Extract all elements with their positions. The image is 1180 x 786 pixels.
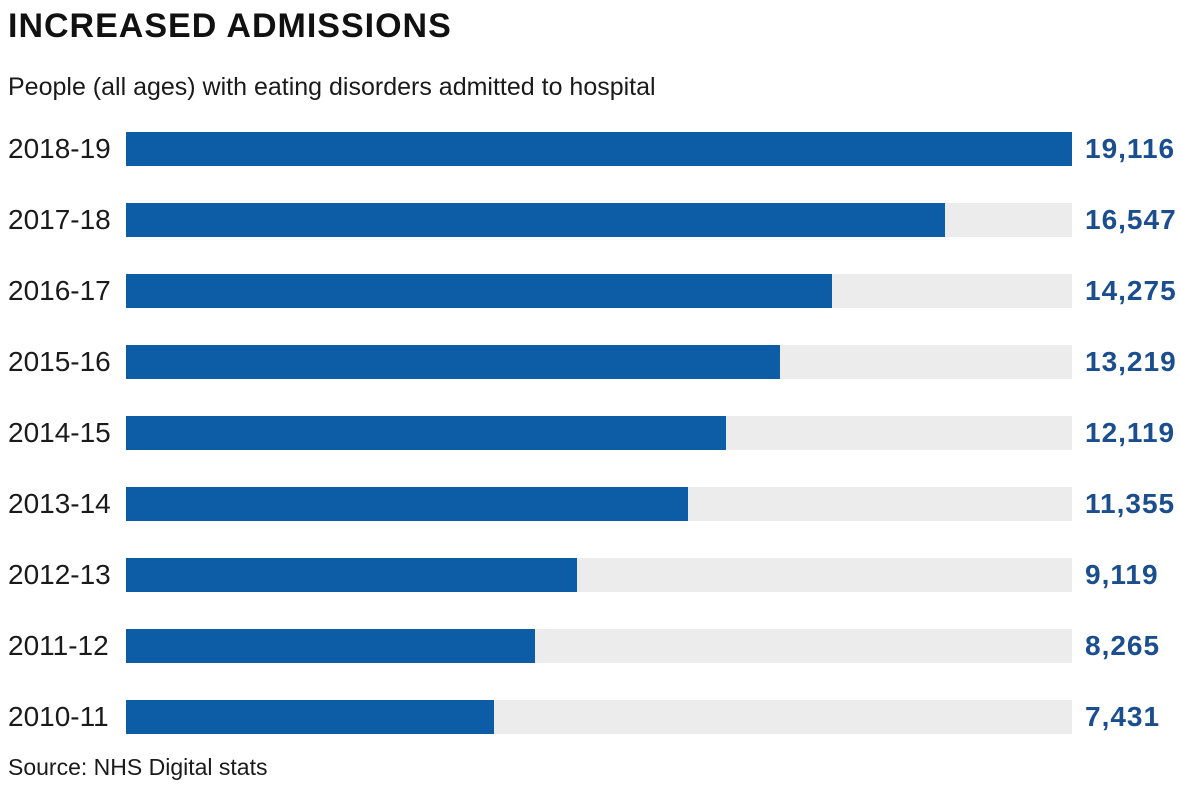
bar-fill [126,344,781,379]
bar-track [126,628,1072,663]
chart-subtitle: People (all ages) with eating disorders … [8,73,656,101]
value-label: 7,431 [1085,700,1161,732]
bar-row: 2012-13 9,119 [0,539,1180,610]
bar-track [126,273,1072,308]
bar-row: 2015-16 13,219 [0,326,1180,397]
bar-row: 2011-12 8,265 [0,610,1180,681]
bar-fill [126,131,1072,166]
bar-row: 2014-15 12,119 [0,397,1180,468]
bar-track [126,131,1072,166]
value-label: 12,119 [1085,416,1176,448]
bar-track [126,202,1072,237]
bar-row: 2017-18 16,547 [0,184,1180,255]
bar-fill [126,486,688,521]
bar-fill [126,628,535,663]
source-note: Source: NHS Digital stats [8,754,268,780]
bar-chart: 2018-19 19,116 2017-18 16,547 2016-17 14,275 2… [0,113,1180,752]
bar-fill [126,415,726,450]
category-label: 2011-12 [8,629,109,661]
category-label: 2016-17 [8,274,111,306]
value-label: 16,547 [1085,203,1177,235]
category-label: 2012-13 [8,558,111,590]
value-label: 14,275 [1085,274,1177,306]
value-label: 13,219 [1085,345,1177,377]
category-label: 2014-15 [8,416,111,448]
value-label: 9,119 [1085,558,1159,590]
bar-row: 2010-11 7,431 [0,681,1180,752]
category-label: 2017-18 [8,203,111,235]
bar-track [126,557,1072,592]
bar-track [126,415,1072,450]
bar-row: 2016-17 14,275 [0,255,1180,326]
value-label: 11,355 [1085,487,1176,519]
value-label: 8,265 [1085,629,1161,661]
bar-row: 2013-14 11,355 [0,468,1180,539]
chart-title: INCREASED ADMISSIONS [8,7,452,45]
bar-fill [126,699,494,734]
bar-fill [126,202,945,237]
category-label: 2015-16 [8,345,111,377]
bar-track [126,699,1072,734]
bar-row: 2018-19 19,116 [0,113,1180,184]
value-label: 19,116 [1085,132,1176,164]
bar-fill [126,557,578,592]
bar-fill [126,273,833,308]
category-label: 2013-14 [8,487,111,519]
bar-track [126,344,1072,379]
bar-track [126,486,1072,521]
category-label: 2018-19 [8,132,111,164]
category-label: 2010-11 [8,700,109,732]
